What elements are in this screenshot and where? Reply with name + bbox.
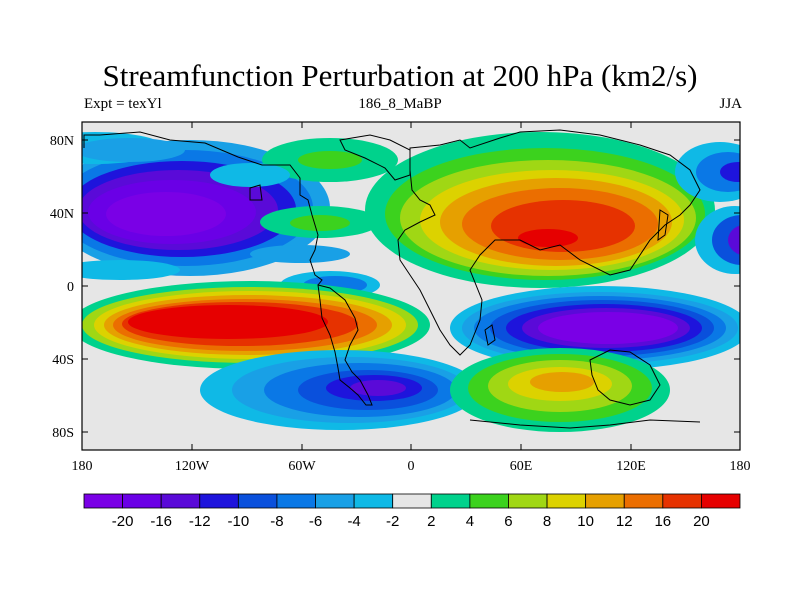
low-east-edge xyxy=(675,142,740,274)
colorbar-swatch xyxy=(160,493,201,509)
coastlines xyxy=(83,129,701,429)
colorbar-label: -20 xyxy=(112,513,134,530)
low-tropical-west xyxy=(82,260,180,280)
y-tick-label-80n: 80N xyxy=(50,134,74,149)
low-southern-ocean xyxy=(200,350,480,430)
colorbar-swatch xyxy=(430,493,471,509)
x-axis: 180 120W 60W 0 60E 120E 180 xyxy=(72,122,751,474)
x-tick-label-60e: 60E xyxy=(510,459,533,474)
colorbar-swatch xyxy=(276,493,316,509)
colorbar-swatch xyxy=(546,493,587,509)
y-axis: 80N 40N 0 40S 80S xyxy=(50,134,740,441)
high-south-pacific xyxy=(82,281,430,369)
x-tick-label-0: 0 xyxy=(408,459,415,474)
season-label: JJA xyxy=(719,96,742,112)
colorbar-swatch xyxy=(315,493,355,509)
colorbar-swatch xyxy=(392,493,432,509)
high-south-indian xyxy=(450,348,670,432)
colorbar-label: 4 xyxy=(466,513,474,530)
x-tick-label-60w: 60W xyxy=(288,459,316,474)
low-north-pacific-south xyxy=(82,132,185,164)
colorbar-label: -8 xyxy=(270,513,283,530)
colorbar-label: 6 xyxy=(504,513,512,530)
colorbar-swatch xyxy=(353,493,394,509)
colorbar-swatch xyxy=(83,493,123,509)
colorbar: -20 -16 -12 -10 -8 -6 -4 -2 2 4 6 8 10 12 16 20 xyxy=(83,493,741,530)
colorbar-swatch xyxy=(199,493,239,509)
x-tick-label-180e: 180 xyxy=(730,459,751,474)
x-tick-label-180w: 180 xyxy=(72,459,93,474)
y-tick-label-80s: 80S xyxy=(52,426,74,441)
colorbar-swatch xyxy=(623,493,664,509)
colorbar-label: -16 xyxy=(150,513,172,530)
colorbar-label: -10 xyxy=(228,513,250,530)
experiment-label: Expt = texYl xyxy=(84,96,162,112)
colorbar-label: 20 xyxy=(693,513,710,530)
x-tick-label-120w: 120W xyxy=(175,459,210,474)
colorbar-swatch xyxy=(662,493,702,509)
y-tick-label-0: 0 xyxy=(67,280,74,295)
colorbar-swatch xyxy=(122,493,162,509)
colorbar-label: 8 xyxy=(543,513,551,530)
x-tick-label-120e: 120E xyxy=(616,459,646,474)
plot-title: Streamfunction Perturbation at 200 hPa (… xyxy=(102,58,698,93)
y-tick-label-40s: 40S xyxy=(52,353,74,368)
low-indian-ocean xyxy=(450,286,740,370)
colorbar-label: 12 xyxy=(616,513,633,530)
colorbar-label: -4 xyxy=(347,513,360,530)
colorbar-label: 2 xyxy=(427,513,435,530)
colorbar-swatch xyxy=(701,493,741,509)
colorbar-label: -12 xyxy=(189,513,211,530)
contour-field xyxy=(82,122,740,450)
colorbar-swatch xyxy=(237,493,278,509)
y-tick-label-40n: 40N xyxy=(50,207,74,222)
colorbar-swatch xyxy=(585,493,625,509)
case-label: 186_8_MaBP xyxy=(358,96,442,112)
colorbar-swatch xyxy=(469,493,509,509)
colorbar-label: 10 xyxy=(577,513,594,530)
colorbar-label: -6 xyxy=(309,513,322,530)
high-asia xyxy=(365,132,715,288)
high-north-atlantic xyxy=(210,138,398,263)
colorbar-swatch xyxy=(508,493,548,509)
colorbar-label: 16 xyxy=(654,513,671,530)
colorbar-label: -2 xyxy=(386,513,399,530)
